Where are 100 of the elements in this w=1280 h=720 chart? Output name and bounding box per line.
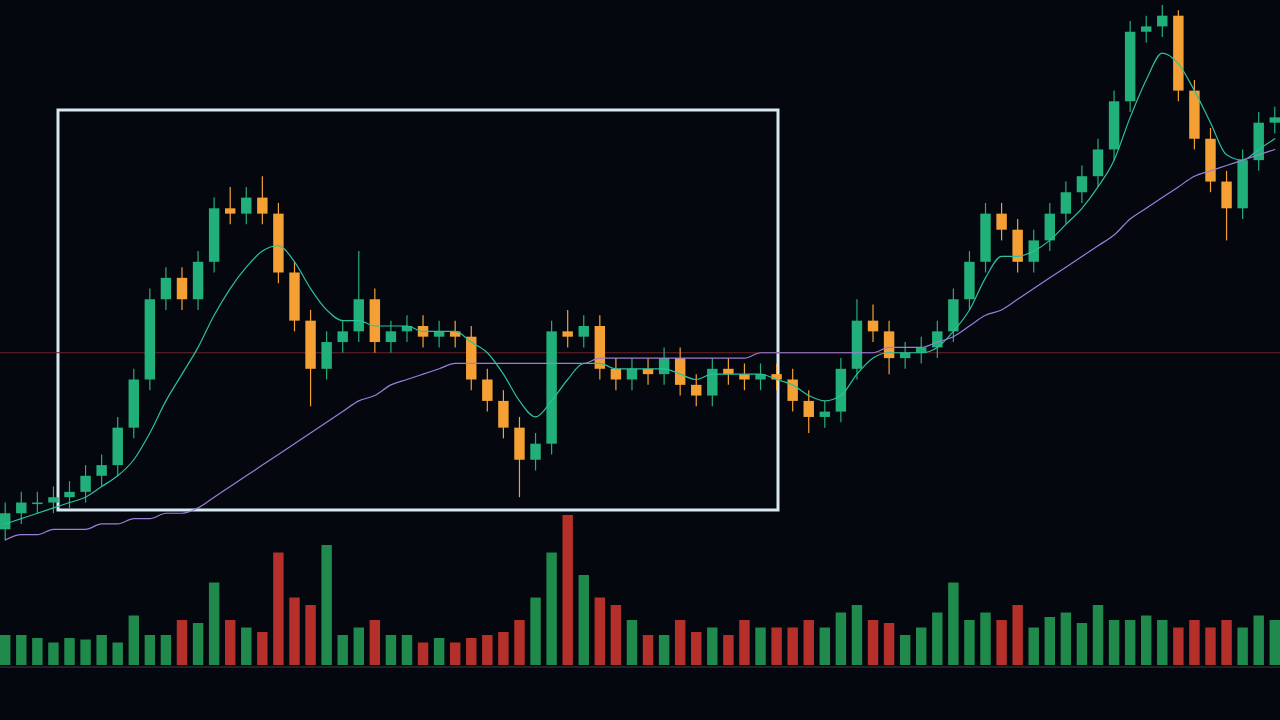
- candlestick: [64, 480, 75, 509]
- bar: [498, 632, 509, 665]
- bar: [144, 635, 156, 665]
- bar: [1092, 605, 1104, 665]
- candlestick: [1028, 229, 1039, 274]
- bar: [224, 620, 236, 665]
- candlestick: [482, 368, 493, 413]
- bar: [1124, 620, 1136, 665]
- bar: [433, 638, 445, 665]
- bar: [305, 605, 316, 665]
- bar: [1237, 627, 1248, 665]
- bar: [1044, 617, 1056, 665]
- bar: [112, 642, 123, 665]
- bar: [642, 635, 654, 665]
- bar: [160, 635, 172, 665]
- bar: [337, 635, 348, 665]
- candlestick: [257, 175, 268, 225]
- candlestick: [1157, 4, 1168, 38]
- bar: [32, 638, 43, 665]
- bar: [691, 632, 702, 665]
- bar: [851, 605, 863, 665]
- bar: [1189, 620, 1200, 665]
- candlestick: [176, 266, 188, 311]
- bar: [176, 620, 188, 665]
- candlestick: [1060, 180, 1072, 225]
- bar: [1140, 615, 1152, 665]
- candlestick: [610, 357, 622, 391]
- bar: [0, 635, 11, 665]
- candlestick: [385, 320, 397, 354]
- bar: [80, 639, 91, 665]
- bar: [482, 635, 493, 665]
- candlestick: [0, 501, 11, 541]
- bar: [932, 612, 943, 665]
- candlestick: [803, 389, 814, 434]
- bar: [658, 635, 670, 665]
- bar: [192, 623, 204, 665]
- bar: [723, 635, 734, 665]
- bar: [1028, 627, 1039, 665]
- bar: [385, 635, 397, 665]
- bar: [610, 605, 622, 665]
- bar: [514, 620, 525, 665]
- bar: [241, 627, 252, 665]
- candlestick: [787, 368, 798, 413]
- candlestick: [691, 373, 702, 407]
- candlestick: [1140, 15, 1152, 44]
- bar: [787, 627, 798, 665]
- bar: [257, 632, 268, 665]
- bar: [578, 575, 589, 665]
- candlestick: [337, 320, 348, 354]
- bar: [1012, 605, 1023, 665]
- candlestick: [562, 309, 573, 348]
- candlestick: [16, 491, 27, 525]
- bar: [449, 642, 461, 665]
- bar: [916, 627, 927, 665]
- bar: [128, 615, 140, 665]
- bar: [980, 612, 991, 665]
- candlestick: [80, 464, 91, 504]
- bar: [964, 620, 975, 665]
- candlestick: [224, 186, 236, 225]
- bar: [96, 635, 107, 665]
- bar: [273, 552, 284, 665]
- candlestick: [578, 314, 589, 348]
- bar: [208, 582, 220, 665]
- bar: [401, 635, 413, 665]
- bar: [867, 620, 879, 665]
- candlestick: [48, 485, 59, 514]
- candlestick: [530, 432, 541, 472]
- bar: [819, 627, 831, 665]
- bar: [674, 620, 686, 665]
- bar: [1253, 615, 1264, 665]
- candlestick: [626, 357, 638, 391]
- candlestick: [1076, 164, 1088, 204]
- candlestick: [241, 186, 252, 225]
- bar: [1205, 627, 1216, 665]
- bar: [1108, 620, 1120, 665]
- candlestick: [1269, 106, 1280, 134]
- bar: [1060, 612, 1072, 665]
- bar: [321, 545, 332, 665]
- bar: [289, 597, 300, 665]
- bar: [626, 620, 638, 665]
- bar: [594, 597, 606, 665]
- bar: [546, 552, 557, 665]
- bar: [996, 620, 1007, 665]
- candlestick: [996, 202, 1007, 241]
- bar: [707, 627, 718, 665]
- bar: [755, 627, 766, 665]
- bar: [16, 635, 27, 665]
- bar: [369, 620, 381, 665]
- bar: [803, 620, 814, 665]
- bar: [530, 597, 541, 665]
- bar: [64, 638, 75, 665]
- bar: [48, 642, 59, 665]
- candlestick: [160, 266, 172, 311]
- bar: [466, 638, 477, 665]
- candlestick: [771, 362, 782, 391]
- bar: [1076, 623, 1088, 665]
- bar: [1269, 620, 1280, 665]
- bar: [739, 620, 750, 665]
- bar: [771, 627, 782, 665]
- bar: [883, 623, 895, 665]
